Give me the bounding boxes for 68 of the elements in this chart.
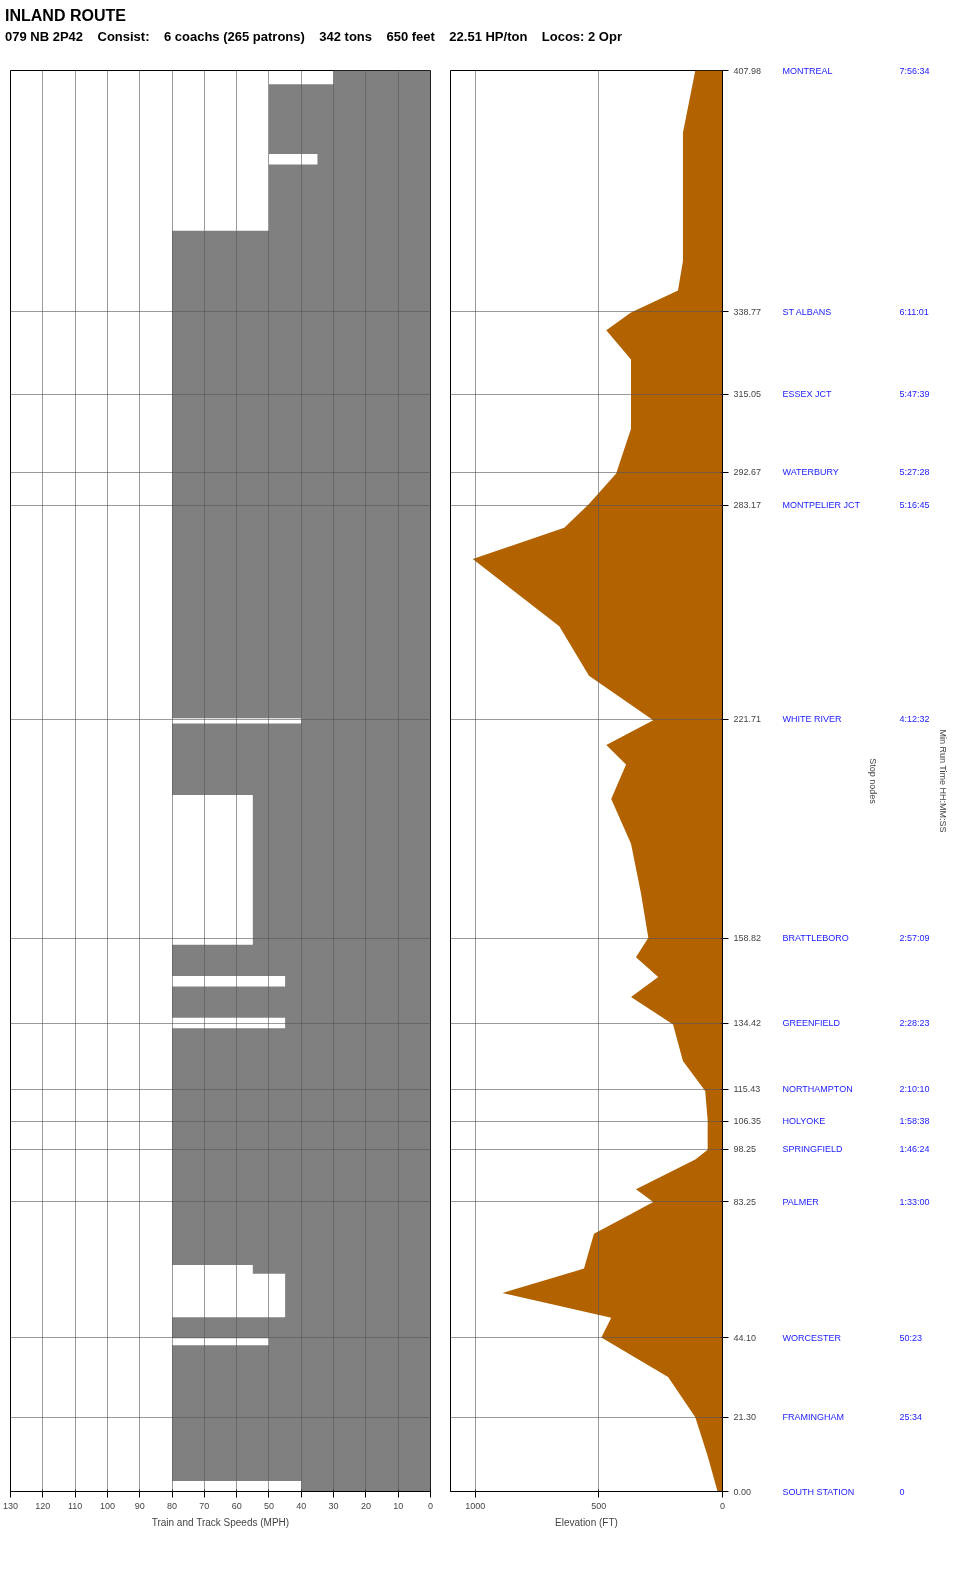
text: Stop nodes xyxy=(868,758,879,805)
text: PALMER xyxy=(782,1196,820,1207)
y-tick-label: 134.42 xyxy=(733,1018,762,1029)
text: 0 xyxy=(899,1486,905,1497)
x-tick-label: 500 xyxy=(591,1500,607,1511)
y-tick-label: 98.25 xyxy=(733,1144,757,1155)
text: 1:58:38 xyxy=(899,1116,930,1127)
text: MONTPELIER JCT xyxy=(782,500,861,511)
x-tick-label: 60 xyxy=(231,1500,242,1511)
x-tick-label: 120 xyxy=(35,1500,51,1511)
text: GREENFIELD xyxy=(782,1018,841,1029)
x-tick-label: 10 xyxy=(393,1500,404,1511)
x-axis-title: Train and Track Speeds (MPH) xyxy=(151,1516,290,1528)
x-tick-label: 50 xyxy=(263,1500,274,1511)
text: ESSEX JCT xyxy=(782,389,833,400)
y-tick-label: 221.71 xyxy=(733,714,762,725)
y-tick-label: 21.30 xyxy=(733,1412,757,1423)
text: 5:16:45 xyxy=(899,500,930,511)
text: FRAMINGHAM xyxy=(782,1412,844,1423)
y-tick-label: 44.10 xyxy=(733,1332,757,1343)
text: 7:56:34 xyxy=(899,65,930,76)
text: BRATTLEBORO xyxy=(782,933,849,944)
text: 6:11:01 xyxy=(899,306,929,317)
x-tick-label: 70 xyxy=(199,1500,210,1511)
y-tick-label: 83.25 xyxy=(733,1196,757,1207)
x-tick-label: 0 xyxy=(428,1500,434,1511)
text: SPRINGFIELD xyxy=(782,1144,844,1155)
x-tick-label: 130 xyxy=(2,1500,19,1511)
x-tick-label: 0 xyxy=(720,1500,726,1511)
x-tick-label: 20 xyxy=(360,1500,371,1511)
text: ST ALBANS xyxy=(782,306,832,317)
x-tick-label: 40 xyxy=(296,1500,307,1511)
x-tick-label: 110 xyxy=(67,1500,83,1511)
text: WORCESTER xyxy=(782,1332,842,1343)
text: 25:34 xyxy=(899,1412,923,1423)
y-tick-label: 158.82 xyxy=(733,933,762,944)
text: 5:27:28 xyxy=(899,467,930,478)
text: WHITE RIVER xyxy=(782,714,842,725)
x-tick-label: 80 xyxy=(167,1500,178,1511)
text: HOLYOKE xyxy=(782,1116,826,1127)
y-tick-label: 292.67 xyxy=(733,467,762,478)
y-tick-label: 407.98 xyxy=(733,65,762,76)
text: 50:23 xyxy=(899,1332,923,1343)
text: 4:12:32 xyxy=(899,714,930,725)
chart-subtitle: 079 NB 2P42 Consist: 6 coachs (265 patrons) 342 tons 650 feet 22.51 HP/ton Locos: 2 Opr xyxy=(5,27,622,46)
text: 2:28:23 xyxy=(899,1018,930,1029)
y-tick-label: 106.35 xyxy=(733,1116,762,1127)
x-tick-label: 30 xyxy=(328,1500,339,1511)
text: 2:57:09 xyxy=(899,933,930,944)
y-tick-label: 0.00 xyxy=(733,1486,752,1497)
x-axis-title: Elevation (FT) xyxy=(555,1516,618,1528)
text: WATERBURY xyxy=(782,467,839,478)
text: 2:10:10 xyxy=(899,1084,930,1095)
x-tick-label: 90 xyxy=(134,1500,145,1511)
text: MONTREAL xyxy=(782,65,833,76)
text: 1:46:24 xyxy=(899,1144,930,1155)
x-tick-label: 100 xyxy=(99,1500,115,1511)
y-tick-label: 338.77 xyxy=(733,306,762,317)
text: Min Run Time HH:MM:SS xyxy=(937,729,948,833)
y-tick-label: 115.43 xyxy=(733,1084,761,1095)
y-tick-label: 315.05 xyxy=(733,389,762,400)
chart-title: INLAND ROUTE xyxy=(5,6,127,26)
text: 5:47:39 xyxy=(899,389,930,400)
text: SOUTH STATION xyxy=(782,1486,855,1497)
y-tick-label: 283.17 xyxy=(733,500,762,511)
text: 1:33:00 xyxy=(899,1196,930,1207)
x-tick-label: 1000 xyxy=(465,1500,486,1511)
text: NORTHAMPTON xyxy=(782,1084,853,1095)
